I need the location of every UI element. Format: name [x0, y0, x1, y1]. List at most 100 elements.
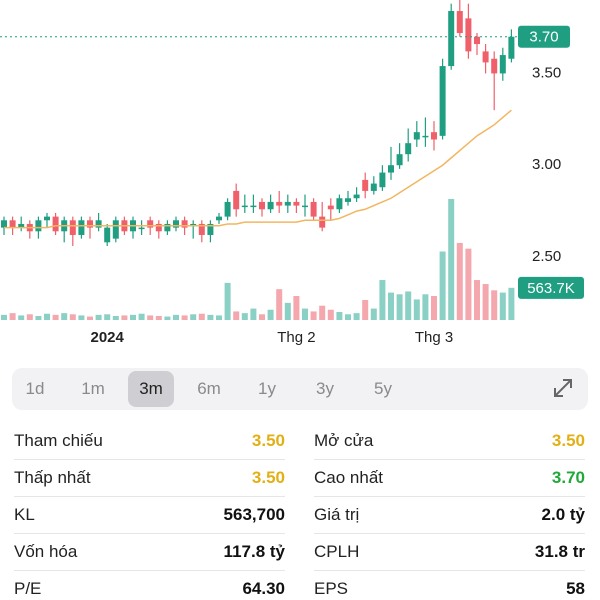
timeframe-button[interactable]: 5y — [374, 379, 392, 398]
volume-bar — [431, 296, 437, 320]
stat-row: CPLH 31.8 tr — [314, 533, 585, 571]
candle-body — [448, 11, 455, 67]
volume-bar — [327, 309, 334, 320]
stat-label: Giá trị — [314, 505, 360, 524]
price-tag — [518, 25, 570, 48]
timeframe-button[interactable]: 1m — [81, 379, 105, 398]
candle-body — [69, 220, 76, 235]
volume-bar — [259, 314, 265, 320]
candle-body — [164, 223, 171, 232]
volume-bar — [35, 316, 42, 320]
stat-row: Vốn hóa 117.8 tỷ — [14, 533, 285, 571]
volume-bar — [422, 294, 429, 320]
stat-row: KL 563,700 — [14, 496, 285, 534]
candle-body — [362, 179, 369, 191]
volume-bar — [1, 314, 7, 320]
candle-body — [190, 223, 197, 226]
candle-body — [233, 190, 240, 210]
candle-body — [474, 36, 480, 45]
volume-bar — [319, 305, 326, 320]
volume-bar — [482, 284, 489, 320]
candle-body — [491, 58, 498, 74]
volume-bar — [198, 313, 205, 320]
timeframe-bar: 1d 1m 3m 6m 1y 3y 5y — [12, 368, 588, 410]
candle-body — [379, 172, 386, 188]
volume-bar — [190, 314, 197, 320]
volume-bar — [216, 315, 222, 320]
candle-body — [319, 216, 326, 228]
candle-body — [147, 220, 154, 228]
volume-bar — [44, 313, 50, 320]
volume-bar — [388, 292, 394, 320]
candle-body — [276, 201, 283, 206]
candle-body — [198, 223, 205, 235]
volume-bar — [61, 313, 68, 320]
timeframe-button[interactable]: 3m — [128, 371, 174, 407]
stat-row: EPS 58 — [314, 570, 585, 600]
candle-body — [370, 183, 377, 191]
volume-bar — [147, 315, 154, 320]
candle-body — [138, 227, 145, 230]
volume-bar — [121, 315, 128, 320]
expand-icon[interactable] — [552, 377, 574, 399]
volume-bar — [9, 313, 16, 320]
candle-body — [336, 198, 343, 210]
candle-body — [112, 220, 119, 239]
price-tag-label: 3.70 — [529, 29, 558, 46]
candle-body — [482, 51, 489, 63]
candle-body — [284, 201, 291, 206]
candle-body — [216, 216, 222, 221]
stat-label: Tham chiếu — [14, 431, 103, 450]
stat-row: Giá trị 2.0 tỷ — [314, 496, 585, 534]
chart: 2.50 3.00 3.50 2024 Thg 2 Thg 3 3.70 563.7K — [0, 0, 584, 346]
volume-tag — [518, 276, 584, 299]
stat-row: Cao nhất 3.70 — [314, 459, 585, 497]
volume-bar — [78, 315, 85, 320]
candle-body — [465, 18, 472, 52]
candle-body — [293, 201, 300, 206]
timeframe-button[interactable]: 6m — [197, 379, 221, 398]
stat-value: 64.30 — [242, 579, 285, 598]
candle-body — [78, 220, 85, 235]
candle-body — [259, 201, 265, 210]
volume-bar — [491, 290, 498, 320]
stat-row: P/E 64.30 — [14, 570, 285, 600]
candle-body — [18, 223, 25, 228]
timeframe-button[interactable]: 1d — [25, 379, 45, 398]
candle-body — [499, 55, 506, 74]
moving-average — [4, 109, 512, 229]
volume-bar — [87, 316, 93, 320]
y-tick-label: 3.50 — [532, 64, 561, 81]
y-tick-label: 2.50 — [532, 248, 561, 265]
volume-bar — [345, 314, 351, 320]
stat-value: 58 — [566, 579, 585, 598]
stat-label: EPS — [314, 579, 349, 598]
volume-bar — [173, 314, 179, 320]
stat-value: 563,700 — [223, 505, 285, 524]
stat-label: Cao nhất — [314, 468, 383, 487]
candle-body — [241, 205, 248, 208]
candle-body — [439, 66, 446, 136]
volume-bar — [52, 314, 59, 320]
volume-bar — [207, 314, 214, 320]
stat-value: 2.0 tỷ — [541, 505, 585, 524]
stat-value: 3.50 — [551, 431, 585, 450]
x-tick-label: 2024 — [91, 329, 125, 346]
volume-tag-label: 563.7K — [527, 280, 575, 297]
volume-bar — [499, 292, 506, 320]
volume-bar — [181, 315, 188, 320]
volume-bar — [293, 296, 300, 320]
volume-bar — [465, 248, 472, 320]
stat-value: 117.8 tỷ — [223, 542, 285, 561]
candle-body — [52, 216, 59, 232]
volume-bar — [18, 315, 25, 320]
candle-body — [44, 216, 50, 221]
candle-body — [224, 201, 231, 217]
volume-bar — [130, 314, 136, 320]
candle-body — [353, 194, 360, 199]
timeframe-button[interactable]: 1y — [258, 379, 276, 398]
timeframe-button[interactable]: 3y — [316, 379, 334, 398]
volume-bar — [448, 198, 455, 320]
candle-body — [456, 11, 463, 34]
